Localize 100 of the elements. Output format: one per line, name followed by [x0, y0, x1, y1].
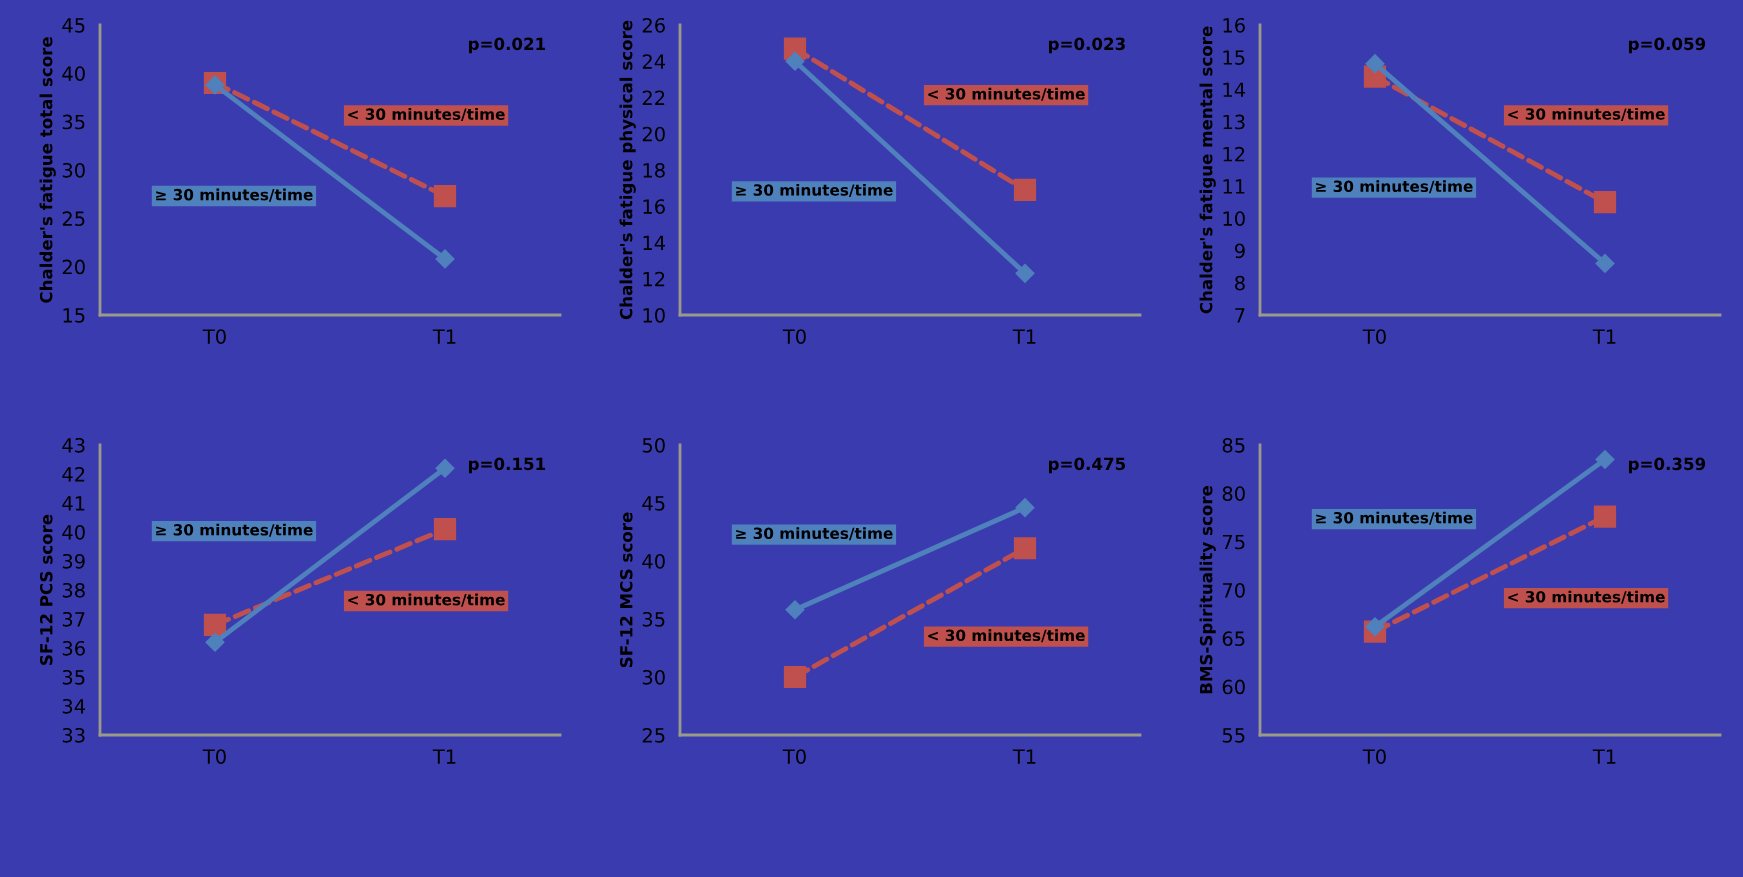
y-tick-label: 75 — [1222, 534, 1245, 550]
y-tick-label: 55 — [1222, 728, 1245, 743]
x-tick-label: T1 — [1592, 329, 1616, 344]
y-tick-label: 43 — [62, 437, 85, 453]
point — [1015, 498, 1035, 518]
point — [783, 665, 807, 689]
y-tick-label: 65 — [1222, 631, 1245, 646]
y-tick-label: 24 — [642, 54, 666, 69]
point — [1365, 617, 1385, 637]
y-tick-label: 14 — [643, 235, 666, 250]
y-tick-label: 11 — [1223, 179, 1245, 194]
series-label: < 30 minutes/time — [1508, 107, 1665, 121]
y-tick-label: 35 — [642, 611, 665, 627]
y-tick-label: 50 — [642, 437, 665, 453]
y-tick-label: 12 — [1223, 146, 1245, 162]
y-tick-label: 35 — [62, 114, 85, 130]
y-axis-title: Chalder's fatigue total score — [39, 37, 56, 303]
y-tick-label: 15 — [63, 308, 85, 323]
y-tick-label: 33 — [62, 727, 85, 743]
y-tick-label: 41 — [62, 496, 85, 511]
y-tick-label: 20 — [62, 259, 85, 275]
y-tick-label: 13 — [1223, 114, 1245, 130]
y-axis-title: SF-12 PCS score — [39, 514, 53, 665]
x-tick-label: T0 — [1362, 329, 1386, 344]
y-tick-label: 38 — [62, 582, 85, 598]
point — [1013, 537, 1037, 560]
series-label: ≥ 30 minutes/time — [736, 183, 893, 197]
x-tick-label: T1 — [432, 329, 456, 344]
point — [785, 51, 805, 71]
y-tick-label: 26 — [642, 17, 665, 33]
point — [435, 458, 455, 478]
series-label: < 30 minutes/time — [348, 108, 505, 122]
point — [1593, 505, 1617, 528]
x-tick-label: T0 — [202, 329, 226, 344]
y-tick-label: 45 — [642, 496, 665, 511]
y-tick-label: 80 — [1222, 486, 1245, 501]
point — [435, 249, 455, 269]
y-tick-label: 42 — [62, 466, 85, 482]
series-label: ≥ 30 minutes/time — [1316, 180, 1473, 194]
point — [205, 632, 225, 652]
x-tick-label: T1 — [1012, 329, 1036, 344]
point — [1595, 449, 1615, 470]
y-tick-label: 30 — [62, 162, 85, 178]
y-tick-label: 37 — [62, 611, 85, 627]
x-tick-label: T1 — [1012, 749, 1036, 764]
y-tick-label: 70 — [1222, 582, 1245, 598]
y-tick-label: 34 — [62, 698, 86, 714]
x-tick-label: T1 — [432, 749, 456, 764]
y-tick-label: 10 — [1223, 211, 1245, 226]
point — [1593, 191, 1617, 214]
x-tick-label: T0 — [782, 749, 806, 764]
point — [1365, 54, 1385, 74]
x-tick-label: T0 — [782, 329, 806, 344]
y-tick-label: 60 — [1222, 679, 1245, 695]
y-axis-title: BMS-Spirituality score — [1199, 485, 1216, 694]
y-tick-label: 85 — [1222, 437, 1245, 453]
y-axis-title: SF-12 MCS score — [619, 512, 633, 668]
y-axis-title: Chalder's fatigue physical score — [619, 20, 636, 320]
point — [1013, 178, 1037, 202]
y-tick-label: 18 — [643, 162, 665, 178]
annotation: p=0.023 — [1048, 37, 1125, 54]
series-label: ≥ 30 minutes/time — [736, 527, 893, 541]
x-tick-label: T1 — [1592, 749, 1616, 764]
y-tick-label: 7 — [1235, 308, 1245, 323]
y-tick-label: 10 — [643, 307, 665, 323]
point — [1015, 263, 1035, 283]
y-tick-label: 35 — [62, 669, 85, 685]
y-tick-label: 20 — [642, 126, 665, 142]
x-tick-label: T0 — [1362, 749, 1386, 764]
annotation: p=0.151 — [468, 457, 546, 474]
y-tick-label: 40 — [62, 66, 85, 81]
y-tick-label: 14 — [1223, 82, 1246, 97]
y-axis-title: Chalder's fatigue mental score — [1199, 26, 1216, 314]
y-tick-label: 30 — [642, 669, 665, 685]
y-tick-label: 12 — [643, 271, 665, 287]
series-label: ≥ 30 minutes/time — [156, 523, 313, 537]
y-tick-label: 45 — [62, 18, 85, 33]
series-label: < 30 minutes/time — [1508, 590, 1665, 604]
y-tick-label: 22 — [642, 90, 665, 105]
point — [785, 600, 805, 620]
annotation: p=0.021 — [468, 37, 546, 54]
series-label: ≥ 30 minutes/time — [156, 188, 313, 202]
point — [433, 517, 457, 541]
x-tick-label: T0 — [202, 749, 226, 764]
annotation: p=0.059 — [1628, 37, 1706, 54]
series-label: < 30 minutes/time — [928, 629, 1085, 643]
y-tick-label: 39 — [62, 553, 85, 569]
y-tick-label: 25 — [62, 211, 85, 226]
y-tick-label: 40 — [642, 553, 665, 569]
point — [433, 184, 457, 208]
y-tick-label: 25 — [642, 727, 665, 743]
series-label: < 30 minutes/time — [348, 593, 505, 607]
y-tick-label: 15 — [1223, 50, 1245, 65]
y-tick-label: 36 — [62, 640, 85, 656]
y-tick-label: 16 — [1223, 17, 1245, 33]
y-tick-label: 9 — [1234, 243, 1245, 259]
annotation: p=0.359 — [1628, 457, 1706, 474]
y-tick-label: 16 — [643, 199, 665, 214]
y-tick-label: 40 — [62, 524, 85, 540]
series-label: < 30 minutes/time — [928, 87, 1085, 101]
